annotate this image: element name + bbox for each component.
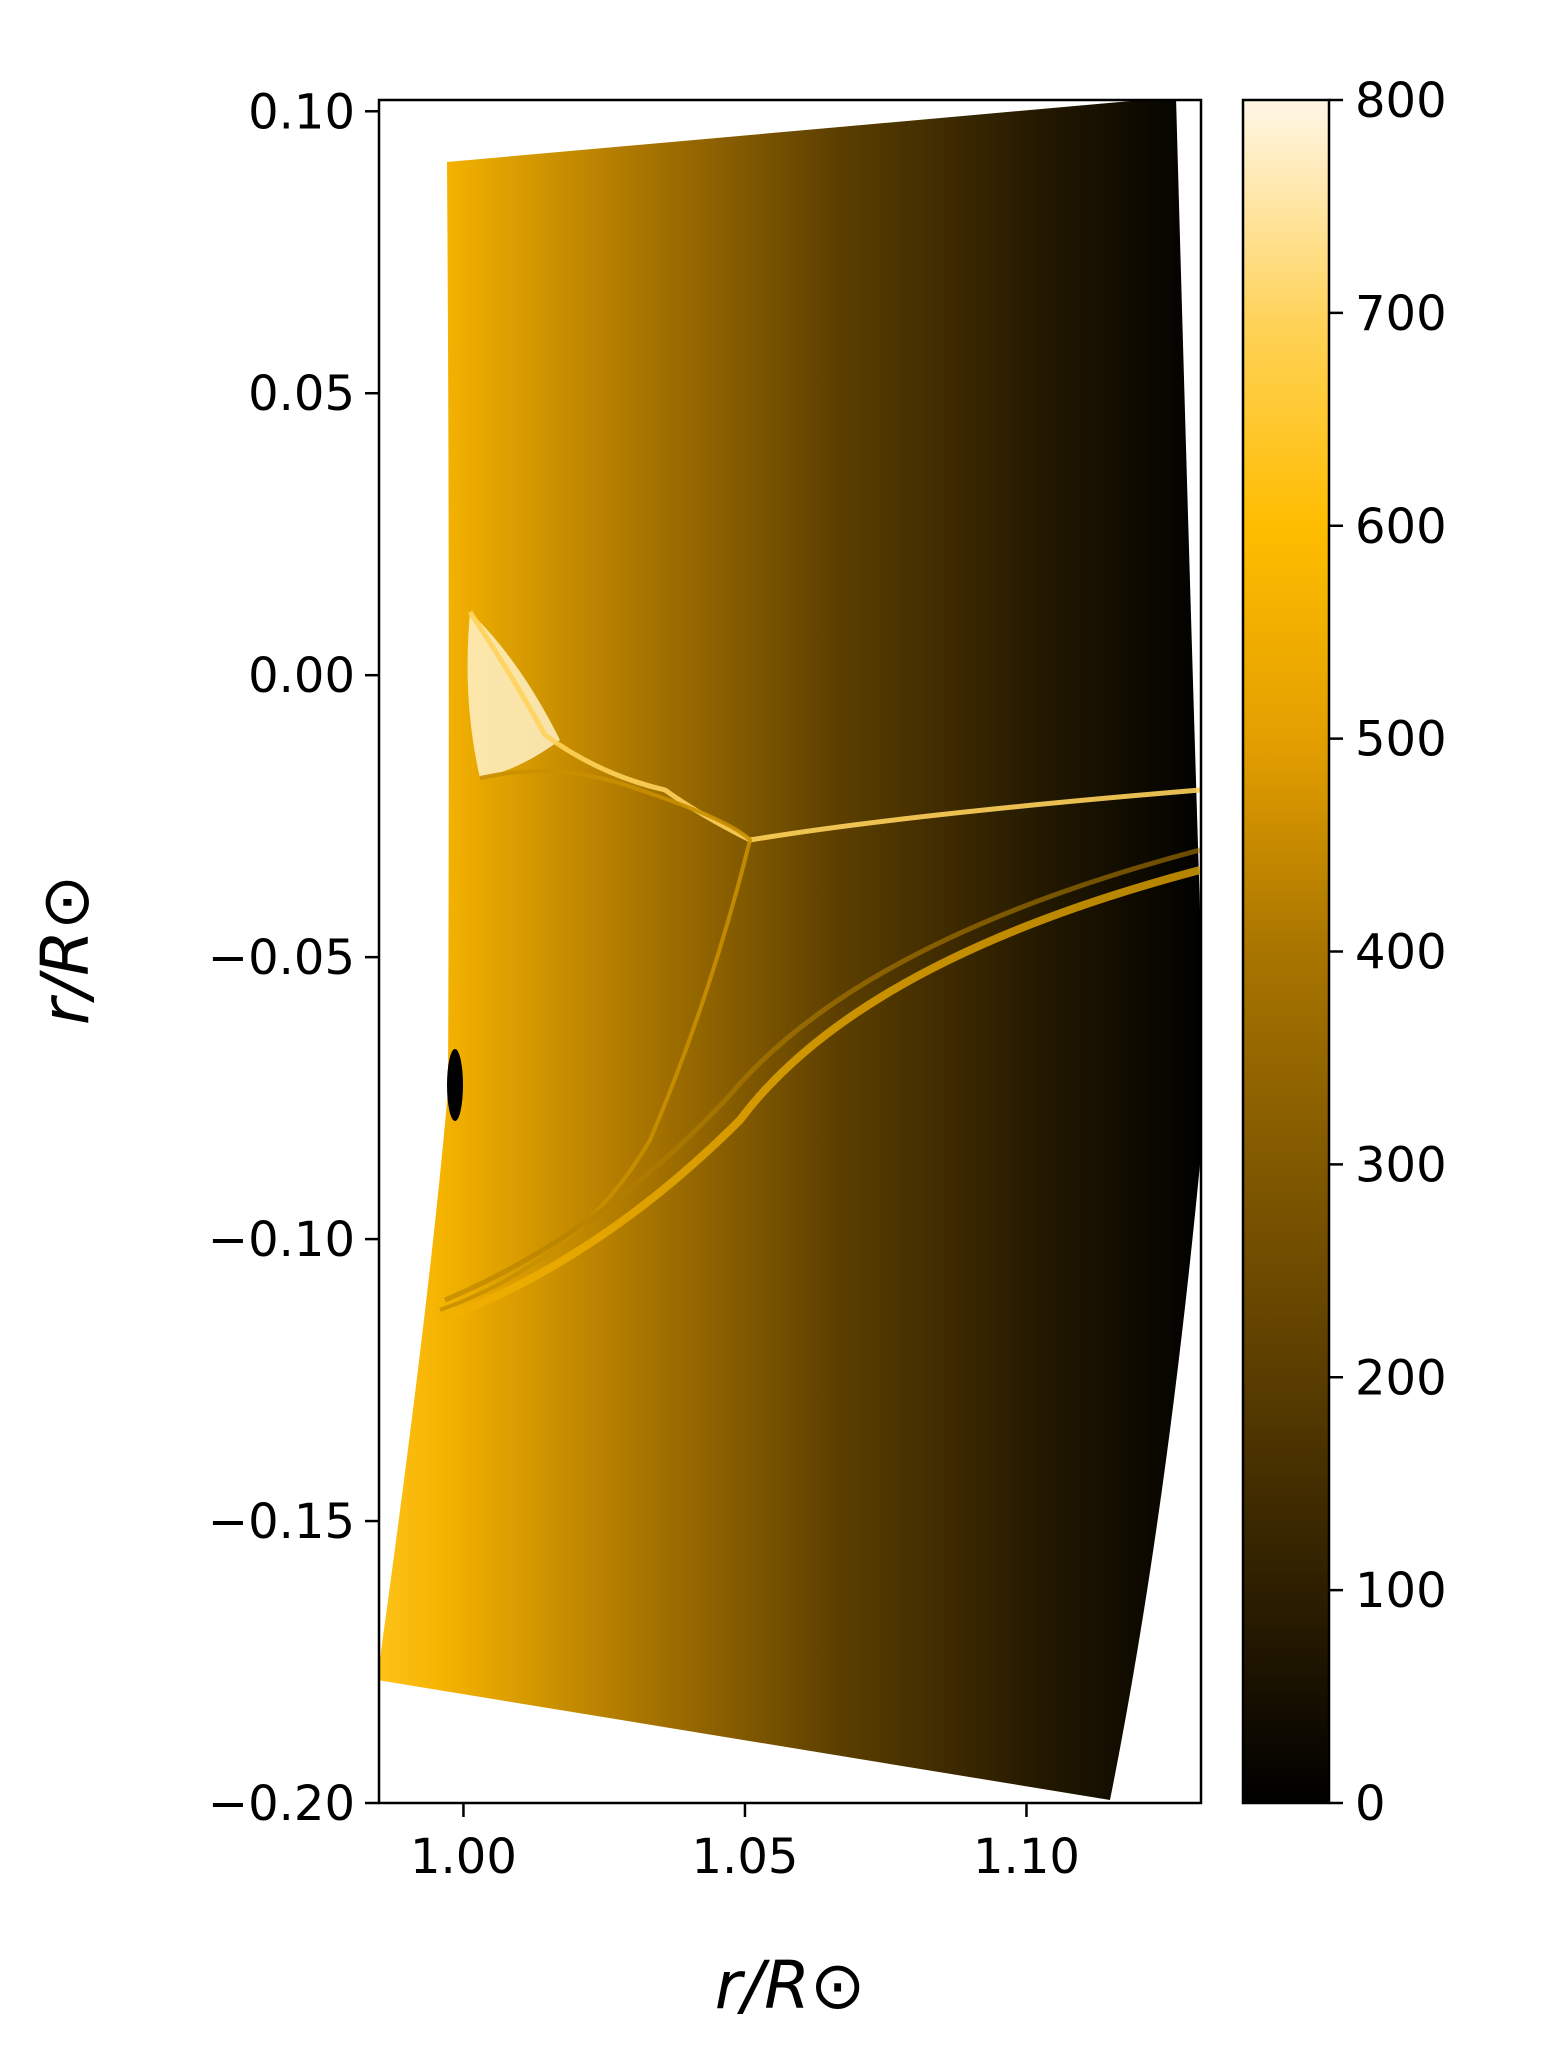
colorbar-tick-label: 800	[1355, 73, 1447, 129]
y-tick-label: −0.05	[208, 930, 355, 986]
colorbar-tick-label: 200	[1355, 1350, 1447, 1406]
colorbar-tick-label: 700	[1355, 286, 1447, 342]
x-tick-label: 1.05	[692, 1829, 799, 1885]
colorbar-ticks: 0 100 200 300 400 500 600 700 800	[1329, 73, 1447, 1832]
colorbar-tick-label: 300	[1355, 1137, 1447, 1193]
wave-feature	[438, 866, 1201, 1324]
current-sheet-feature	[467, 610, 1201, 843]
y-tick-label: −0.20	[208, 1776, 355, 1832]
x-axis-label: r/R⊙	[715, 1947, 866, 2024]
colorbar-tick-label: 100	[1355, 1563, 1447, 1619]
x-axis-ticks: 1.00 1.05 1.10	[410, 1803, 1080, 1885]
colorbar-tick-label: 0	[1355, 1776, 1386, 1832]
plot-frame	[377, 98, 1203, 1805]
y-axis-label: r/R⊙	[27, 875, 104, 1026]
heatmap-domain	[379, 100, 1201, 1800]
colorbar-tick-label: 600	[1355, 499, 1447, 555]
colorbar	[1241, 98, 1331, 1805]
dark-spot-feature	[447, 1049, 463, 1121]
y-tick-label: 0.05	[248, 366, 355, 422]
y-tick-label: −0.15	[208, 1494, 355, 1550]
y-tick-label: −0.10	[208, 1212, 355, 1268]
colorbar-tick-label: 500	[1355, 712, 1447, 768]
y-axis-ticks: 0.10 0.05 0.00 −0.05 −0.10 −0.15 −0.20	[208, 84, 379, 1832]
wave-feature-inner	[444, 847, 1201, 1303]
y-tick-label: 0.00	[248, 648, 355, 704]
x-tick-label: 1.00	[410, 1829, 517, 1885]
cavity-feature	[467, 612, 560, 778]
x-tick-label: 1.10	[973, 1829, 1080, 1885]
colorbar-tick-label: 400	[1355, 925, 1447, 981]
y-tick-label: 0.10	[248, 84, 355, 140]
